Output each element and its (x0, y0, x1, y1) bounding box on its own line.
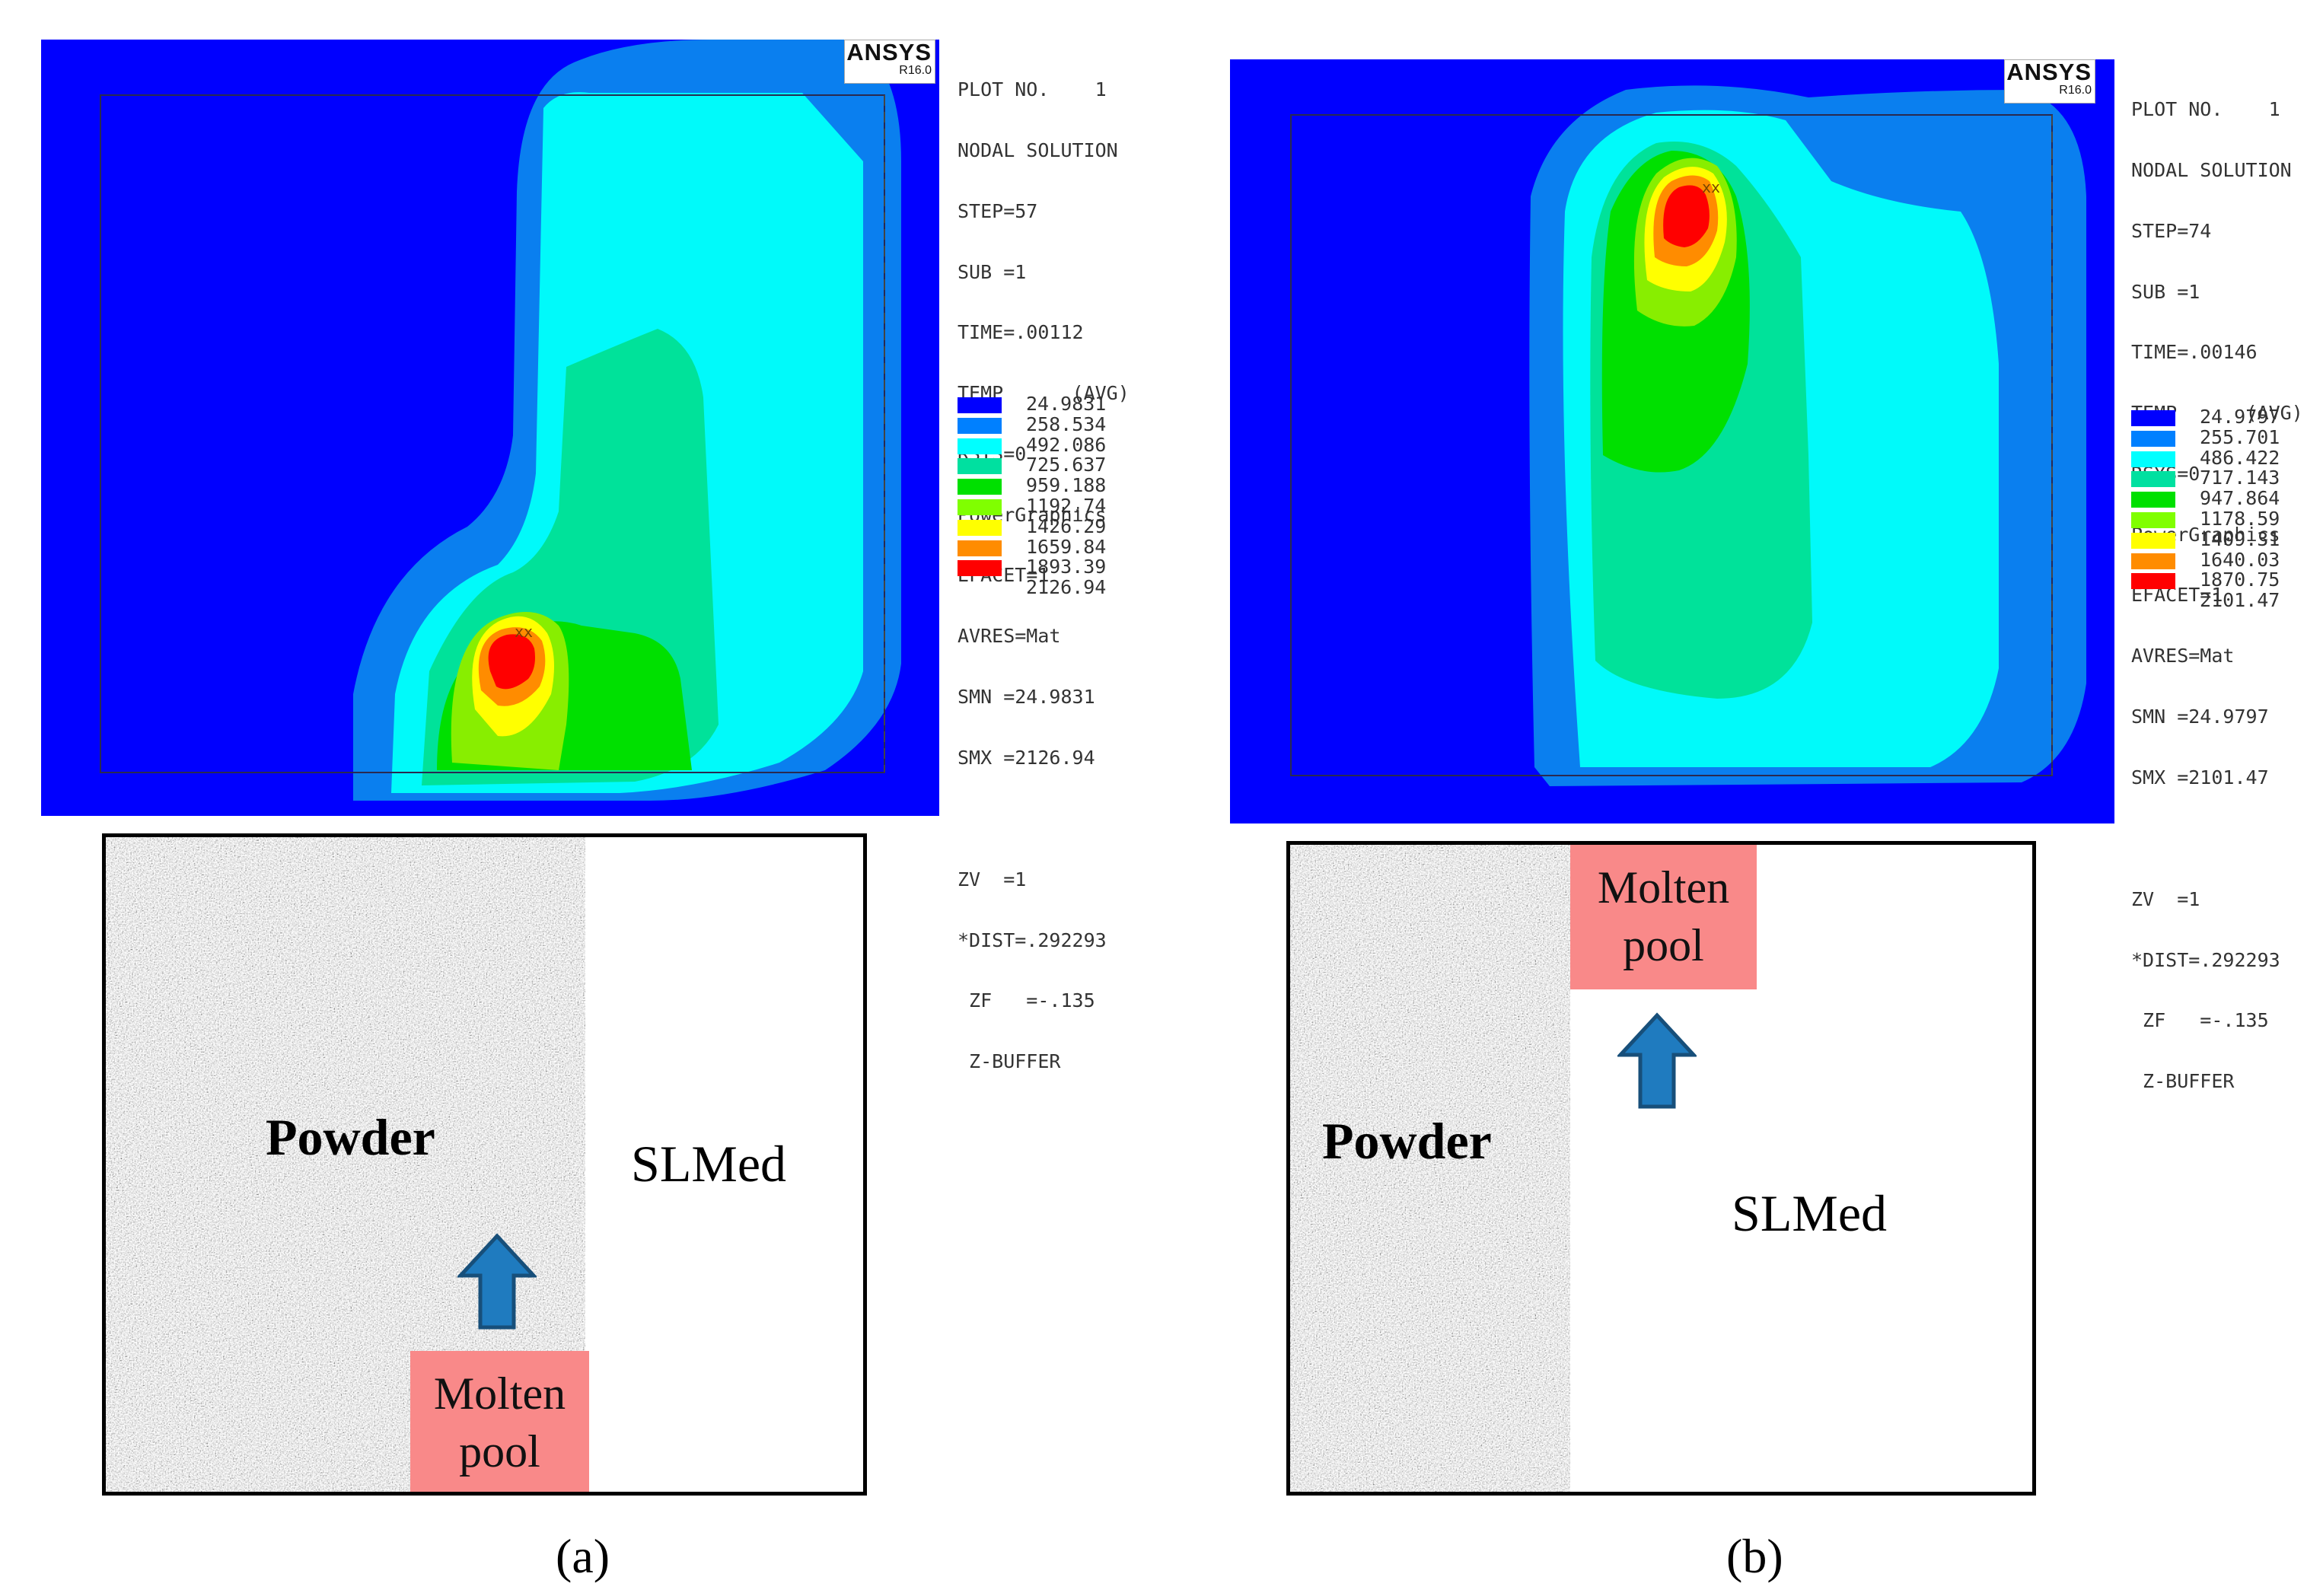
legend-swatch (2131, 553, 2175, 569)
molten-pool-label-line2: pool (459, 1426, 540, 1477)
legend-swatch (958, 499, 1002, 515)
info-line: SMN =24.9831 (958, 686, 1095, 708)
legend-value: 1178.59 (2200, 507, 2280, 530)
up-arrow-icon-a (457, 1233, 537, 1330)
powder-label-a: Powder (266, 1108, 435, 1166)
legend-swatch (2131, 511, 2175, 528)
slmed-label-b: SLMed (1732, 1184, 1887, 1242)
ansys-logo-box-b: ANSYS R16.0 (2004, 59, 2095, 104)
info-line: STEP=57 (958, 199, 1038, 222)
info-line: SUB =1 (2131, 280, 2200, 303)
legend-value: 947.864 (2200, 487, 2280, 510)
contour-band-8-b (1663, 185, 1710, 247)
legend-value: 1426.29 (1026, 514, 1107, 537)
info-line: TIME=.00146 (2131, 341, 2258, 364)
ansys-version-a: R16.0 (899, 64, 932, 77)
svg-text:xx: xx (1702, 178, 1720, 196)
up-arrow-icon-b (1617, 1012, 1697, 1109)
legend-swatch (958, 458, 1002, 475)
legend-swatch (958, 540, 1002, 556)
schematic-a: Powder SLMed Molten pool (102, 833, 867, 1496)
legend-value: 24.9797 (2200, 406, 2280, 428)
ansys-logo-box-a: ANSYS R16.0 (844, 40, 935, 84)
legend-swatch (2131, 451, 2175, 467)
legend-swatch (2131, 471, 2175, 488)
legend-swatch (958, 519, 1002, 536)
plot-info-b: PLOT NO. 1 NODAL SOLUTION STEP=74 SUB =1… (2131, 59, 2303, 1112)
legend-value: 492.086 (1026, 433, 1107, 456)
info-line: STEP=74 (2131, 219, 2212, 242)
legend-value: 255.701 (2200, 425, 2280, 448)
legend-swatch (958, 438, 1002, 454)
powder-texture-b (1290, 845, 1570, 1492)
view-line: ZV =1 (2131, 887, 2200, 910)
legend-value: 2101.47 (2200, 589, 2280, 612)
info-line: NODAL SOLUTION (958, 139, 1118, 161)
legend-swatch (2131, 573, 2175, 590)
info-line: AVRES=Mat (2131, 645, 2235, 667)
legend-swatch (2131, 532, 2175, 549)
powder-region-b (1290, 845, 1570, 1492)
molten-pool-box-a: Molten pool (410, 1351, 589, 1492)
info-line: SMN =24.9797 (2131, 706, 2269, 728)
info-line: PLOT NO. 1 (958, 78, 1107, 101)
ansys-logo-b: ANSYS (2006, 59, 2092, 85)
info-line: SUB =1 (958, 260, 1027, 283)
molten-pool-label-line1: Molten (1597, 862, 1730, 913)
legend-value: 1640.03 (2200, 548, 2280, 571)
legend-swatch (2131, 410, 2175, 426)
thermal-contour-plot-b: xx ANSYS R16.0 (1230, 59, 2114, 823)
legend-swatch (2131, 492, 2175, 508)
molten-pool-label-line2: pool (1623, 920, 1704, 970)
domain-outline-b (1290, 114, 2053, 776)
caption-b: (b) (1726, 1529, 1783, 1583)
legend-value: 486.422 (2200, 446, 2280, 469)
view-line: ZF =-.135 (958, 989, 1095, 1012)
legend-value: 1409.31 (2200, 527, 2280, 550)
info-line: SMX =2101.47 (2131, 766, 2269, 788)
view-line: Z-BUFFER (958, 1050, 1061, 1073)
info-line: TIME=.00112 (958, 321, 1084, 344)
legend-swatch (958, 417, 1002, 434)
ansys-logo-a: ANSYS (846, 39, 932, 65)
info-line: SMX =2126.94 (958, 746, 1095, 769)
svg-text:xx: xx (515, 623, 533, 641)
molten-pool-box-b: Molten pool (1570, 845, 1757, 989)
molten-pool-label-line1: Molten (433, 1368, 566, 1419)
legend-value: 725.637 (1026, 454, 1107, 476)
slmed-label-a: SLMed (631, 1135, 786, 1193)
legend-value: 24.9831 (1026, 393, 1107, 415)
caption-a: (a) (556, 1529, 610, 1583)
legend-swatch (958, 397, 1002, 413)
thermal-contour-plot-a: xx ANSYS R16.0 (41, 40, 939, 816)
legend-swatch (958, 560, 1002, 577)
legend-swatch (2131, 430, 2175, 447)
view-line: ZF =-.135 (2131, 1009, 2269, 1032)
legend-value: 1893.39 (1026, 556, 1107, 578)
powder-label-b: Powder (1322, 1112, 1492, 1170)
ansys-version-b: R16.0 (2059, 84, 2092, 97)
legend-value: 1659.84 (1026, 535, 1107, 558)
view-line: ZV =1 (958, 868, 1027, 890)
info-line: AVRES=Mat (958, 625, 1061, 648)
view-line: *DIST=.292293 (958, 929, 1107, 951)
view-line: Z-BUFFER (2131, 1070, 2235, 1093)
info-line: NODAL SOLUTION (2131, 158, 2292, 181)
legend-swatch (958, 479, 1002, 495)
legend-value: 258.534 (1026, 413, 1107, 435)
info-line: PLOT NO. 1 (2131, 98, 2280, 121)
contour-band-8-a (488, 634, 535, 690)
legend-value: 2126.94 (1026, 576, 1107, 599)
legend-value: 959.188 (1026, 474, 1107, 497)
view-line: *DIST=.292293 (2131, 948, 2280, 971)
legend-value: 1192.74 (1026, 494, 1107, 517)
schematic-b: Powder SLMed Molten pool (1286, 841, 2036, 1496)
legend-value: 717.143 (2200, 467, 2280, 489)
legend-value: 1870.75 (2200, 569, 2280, 591)
